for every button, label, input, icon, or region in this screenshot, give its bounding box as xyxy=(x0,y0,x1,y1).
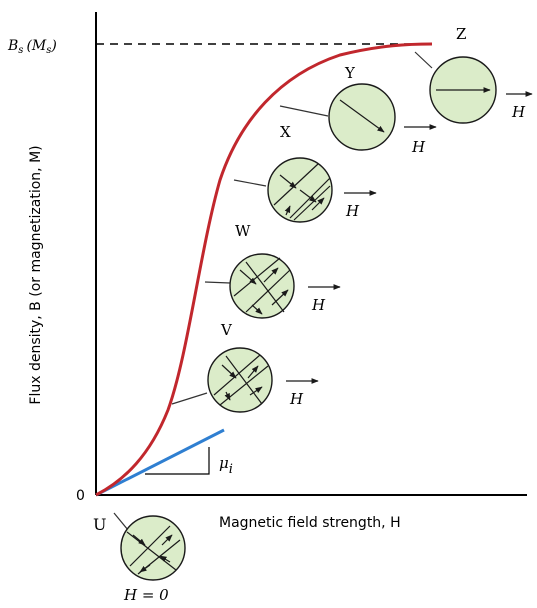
y-axis-label: Flux density, B (or magnetization, M) xyxy=(28,145,44,404)
h-label-x: H xyxy=(345,202,360,220)
domain-w xyxy=(229,253,295,319)
slope-triangle xyxy=(145,447,210,475)
initial-permeability-line xyxy=(95,428,225,497)
domain-z xyxy=(429,56,497,124)
leader-z xyxy=(414,51,433,69)
point-label-u: U xyxy=(93,515,106,534)
leader-w xyxy=(204,281,231,284)
point-label-w: W xyxy=(235,222,251,240)
h-label-v: H xyxy=(289,390,304,408)
leader-y xyxy=(279,105,329,117)
point-label-y: Y xyxy=(344,64,356,82)
domain-y xyxy=(328,83,396,151)
domain-x xyxy=(267,157,333,223)
leader-v xyxy=(171,392,208,405)
h-label-y: H xyxy=(411,138,426,156)
mu-i-label: μi xyxy=(219,454,233,477)
h-label-w: H xyxy=(311,296,326,314)
domain-v xyxy=(207,347,273,413)
h-label-z: H xyxy=(511,103,526,121)
saturation-label: Bs (Ms) xyxy=(7,38,57,56)
magnetization-curve xyxy=(95,42,433,497)
point-label-x: X xyxy=(280,123,291,141)
x-axis-label: Magnetic field strength, H xyxy=(219,515,401,531)
leader-x xyxy=(233,179,267,187)
domain-u xyxy=(120,515,186,581)
point-label-z: Z xyxy=(456,25,466,43)
origin-label: 0 xyxy=(76,488,85,504)
h-zero-label: H = 0 xyxy=(123,586,169,604)
leader-u xyxy=(113,512,129,531)
point-label-v: V xyxy=(220,321,233,339)
